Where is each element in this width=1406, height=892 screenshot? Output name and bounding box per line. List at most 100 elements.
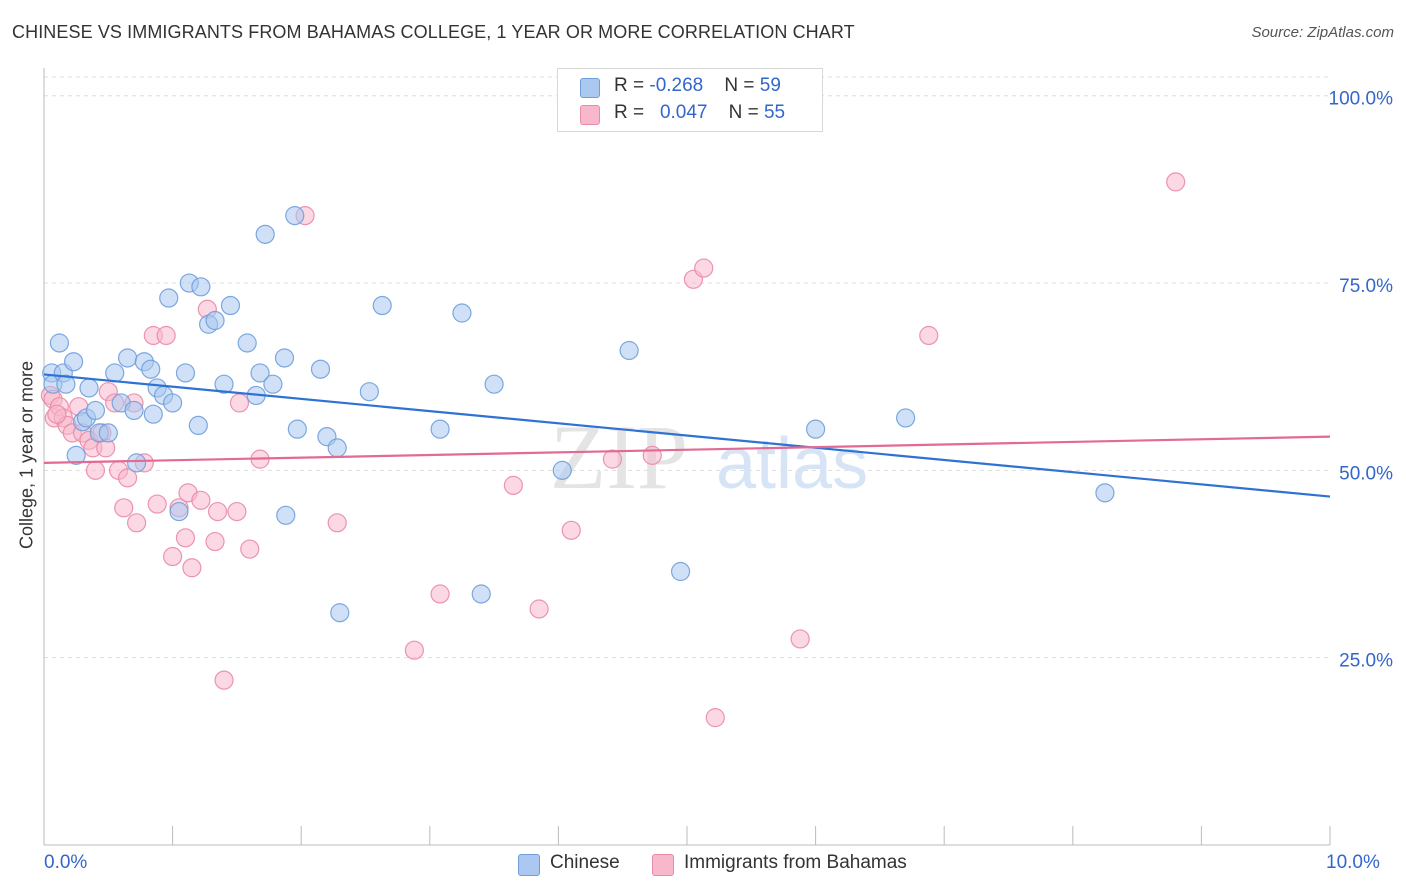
point-chinese-58: [1095, 483, 1115, 503]
point-bahamas-27: [175, 528, 196, 548]
point-bahamas-30: [191, 490, 211, 510]
y-tick-label-0: 25.0%: [1339, 651, 1393, 672]
y-tick-label-2: 75.0%: [1339, 276, 1393, 297]
point-chinese-28: [188, 415, 208, 436]
point-chinese-36: [250, 363, 270, 383]
source-credit: Source: ZipAtlas.com: [1251, 24, 1394, 41]
x-tick-label-min: 0.0%: [44, 852, 88, 873]
point-chinese-24: [163, 393, 183, 413]
point-bahamas-18: [117, 468, 138, 488]
point-bahamas-51: [790, 629, 810, 649]
point-bahamas-50: [705, 708, 725, 728]
point-chinese-33: [220, 295, 241, 316]
legend-r-value-bahamas: 0.047: [659, 102, 708, 123]
axes: [43, 68, 1331, 846]
point-bahamas-20: [126, 513, 147, 533]
point-chinese-5: [63, 352, 84, 372]
legend-swatch-bahamas: [652, 854, 674, 876]
point-bahamas-52: [919, 325, 939, 346]
point-bahamas-35: [227, 501, 247, 522]
point-bahamas-33: [208, 501, 228, 522]
point-chinese-53: [552, 460, 572, 480]
point-chinese-9: [79, 378, 99, 398]
correlation-legend: R = -0.268 N = 59 R = 0.047 N = 55: [557, 68, 823, 132]
point-chinese-19: [141, 359, 161, 379]
point-chinese-48: [372, 295, 392, 316]
point-chinese-37: [255, 224, 275, 244]
legend-swatch-bahamas: [580, 105, 600, 125]
legend-label-bahamas: Immigrants from Bahamas: [684, 852, 907, 873]
y-tick-labels: 25.0% 50.0% 75.0% 100.0%: [1329, 89, 1394, 672]
point-chinese-49: [430, 419, 450, 439]
x-tick-label-max: 10.0%: [1326, 852, 1380, 873]
point-bahamas-40: [327, 513, 347, 533]
point-bahamas-46: [602, 449, 623, 469]
point-bahamas-45: [561, 520, 581, 540]
point-bahamas-17: [114, 498, 134, 518]
point-bahamas-42: [430, 584, 450, 604]
point-chinese-4: [56, 374, 76, 394]
series-legend: Chinese Immigrants from Bahamas: [0, 852, 1406, 876]
y-tick-label-1: 50.0%: [1339, 463, 1393, 484]
point-chinese-26: [175, 363, 196, 383]
point-chinese-16: [124, 400, 144, 421]
point-bahamas-24: [156, 325, 176, 346]
point-chinese-55: [670, 561, 691, 582]
series-chinese-points: [42, 206, 1115, 623]
legend-swatch-chinese: [580, 78, 600, 98]
point-chinese-34: [237, 333, 257, 353]
point-chinese-29: [191, 277, 211, 297]
point-bahamas-34: [214, 670, 234, 690]
point-bahamas-43: [503, 475, 523, 495]
point-chinese-50: [452, 303, 472, 323]
point-chinese-39: [274, 348, 295, 368]
point-bahamas-32: [205, 531, 225, 552]
point-chinese-56: [805, 419, 826, 439]
point-chinese-17: [126, 453, 147, 473]
legend-swatch-chinese: [518, 854, 540, 876]
point-bahamas-49: [694, 258, 714, 278]
legend-n-label: N =: [728, 102, 764, 123]
point-chinese-42: [287, 419, 307, 439]
point-chinese-20: [143, 404, 163, 424]
series-bahamas-points: [40, 172, 1186, 728]
y-tick-label-3: 100.0%: [1329, 89, 1394, 110]
point-bahamas-44: [529, 599, 549, 619]
trend-lines: [43, 373, 1331, 498]
point-chinese-6: [66, 445, 86, 465]
point-bahamas-36: [229, 393, 250, 413]
y-axis-label: College, 1 year or more: [16, 360, 37, 550]
legend-text-chinese: R = -0.268 N = 59: [614, 75, 781, 97]
point-bahamas-53: [1166, 172, 1186, 192]
legend-label-chinese: Chinese: [550, 852, 620, 873]
point-bahamas-23: [147, 494, 167, 514]
point-chinese-31: [205, 310, 225, 331]
legend-n-value-chinese: 59: [759, 75, 781, 96]
point-bahamas-54: [47, 404, 67, 424]
legend-r-value-chinese: -0.268: [649, 75, 704, 96]
trendline-bahamas: [43, 435, 1331, 464]
point-chinese-38: [263, 374, 283, 394]
watermark-atlas: atlas: [716, 424, 868, 504]
point-chinese-54: [619, 340, 639, 361]
point-chinese-52: [484, 374, 504, 394]
legend-n-label: N =: [724, 75, 760, 96]
point-bahamas-25: [163, 546, 183, 567]
point-chinese-12: [98, 423, 118, 443]
point-chinese-25: [169, 501, 189, 522]
point-chinese-47: [359, 382, 379, 402]
point-chinese-46: [330, 603, 350, 623]
point-chinese-51: [471, 584, 491, 604]
point-bahamas-29: [182, 558, 202, 578]
point-chinese-40: [276, 505, 296, 525]
legend-r-label: R =: [614, 102, 650, 123]
point-chinese-41: [285, 206, 305, 226]
legend-n-value-bahamas: 55: [763, 102, 786, 123]
trendline-chinese: [43, 373, 1331, 498]
point-chinese-2: [49, 333, 70, 353]
point-chinese-57: [896, 408, 916, 428]
point-bahamas-11: [85, 460, 106, 480]
point-chinese-15: [117, 348, 138, 368]
legend-r-label: R =: [614, 75, 650, 96]
